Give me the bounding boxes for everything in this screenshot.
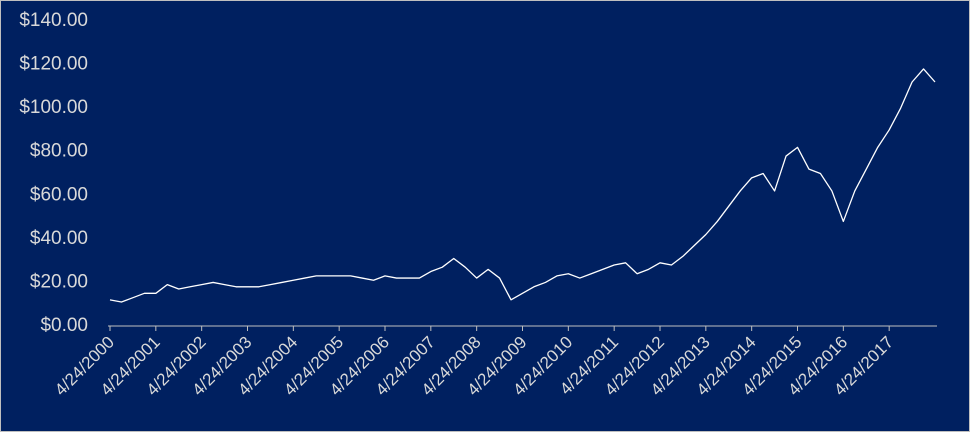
y-tick-label: $120.00 [19, 54, 88, 75]
y-tick-label: $80.00 [30, 141, 88, 162]
y-tick-label: $140.00 [19, 10, 88, 31]
y-tick-label: $100.00 [19, 97, 88, 118]
y-tick-label: $60.00 [30, 184, 88, 205]
y-tick-label: $20.00 [30, 271, 88, 292]
y-tick-label: $0.00 [40, 315, 88, 336]
price-line [109, 68, 936, 303]
y-tick-label: $40.00 [30, 228, 88, 249]
